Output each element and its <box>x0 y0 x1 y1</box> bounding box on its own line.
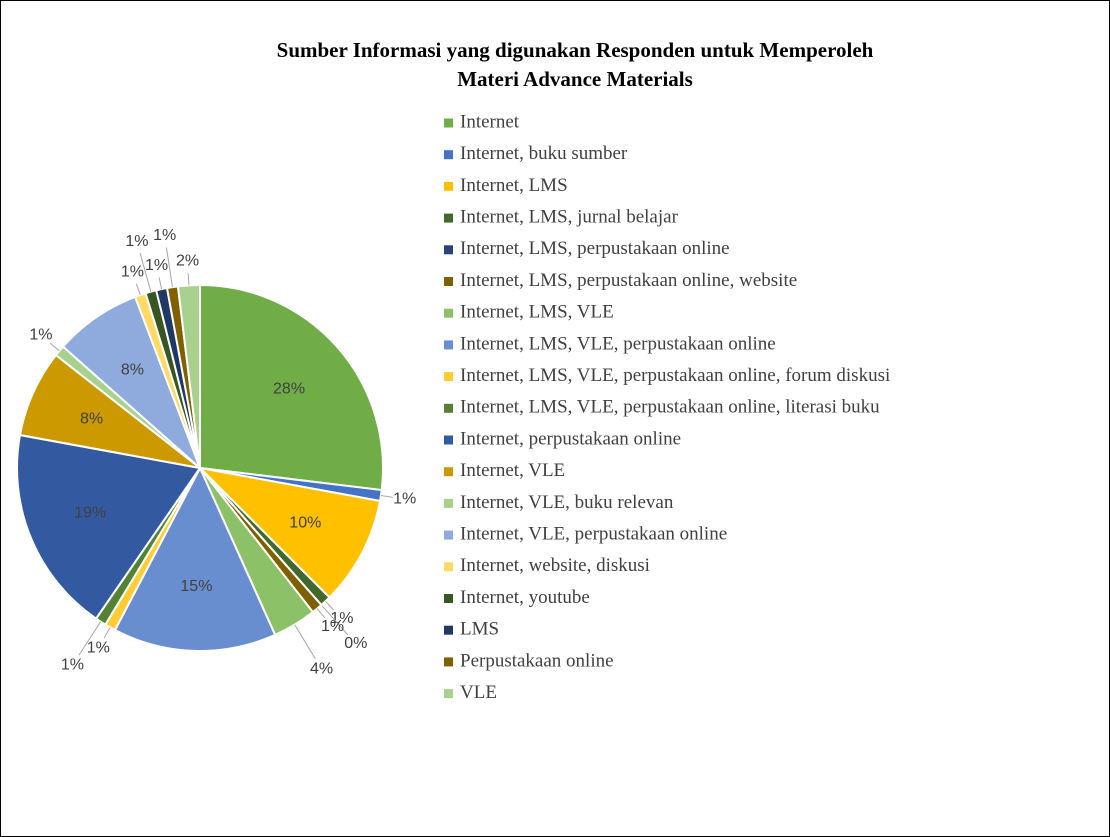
leader-line <box>187 273 190 286</box>
legend-label: Internet, LMS <box>460 175 568 196</box>
leader-line <box>78 621 102 656</box>
legend-label: Internet, buku sumber <box>460 143 628 164</box>
legend-label: Internet, LMS, perpustakaan online, webs… <box>460 270 797 291</box>
data-label: 8% <box>80 410 103 427</box>
data-label: 1% <box>153 227 176 244</box>
leader-line <box>135 283 141 296</box>
data-label: 1% <box>330 610 353 627</box>
legend-swatch <box>444 308 453 318</box>
leader-line <box>380 495 393 498</box>
data-label: 19% <box>74 505 106 522</box>
legend-swatch <box>444 245 453 255</box>
legend-swatch <box>444 562 453 572</box>
legend-label: Internet, VLE <box>460 460 565 481</box>
data-label: 0% <box>344 635 367 652</box>
legend-swatch <box>444 340 453 350</box>
legend-label: Internet, VLE, perpustakaan online <box>460 523 727 544</box>
legend-label: Internet, LMS, jurnal belajar <box>460 206 679 227</box>
legend-swatch <box>444 530 453 540</box>
legend-label: Internet, LMS, VLE, perpustakaan online,… <box>460 397 880 418</box>
pie-slice <box>199 283 384 492</box>
legend-swatch <box>444 498 453 508</box>
data-label: 1% <box>29 327 52 344</box>
data-label: 15% <box>180 578 212 595</box>
leader-line <box>139 253 152 292</box>
legend-label: Internet <box>460 111 520 132</box>
pie: 28%1%10%1%0%1%4%15%1%1%19%8%1%8%1%1%1%1%… <box>16 227 416 677</box>
legend: Internet Internet, buku sumber Internet, L… <box>444 111 890 703</box>
leader-line <box>158 277 163 290</box>
pie-slice <box>113 465 277 652</box>
legend-label: Internet, youtube <box>460 587 590 608</box>
data-label: 1% <box>125 233 148 250</box>
legend-swatch <box>444 277 453 286</box>
data-label: 4% <box>310 660 333 677</box>
data-label: 2% <box>176 253 199 270</box>
data-label: 1% <box>121 264 144 281</box>
legend-swatch <box>444 118 453 128</box>
leader-line <box>325 600 335 611</box>
leader-line <box>103 627 111 639</box>
data-label: 1% <box>393 490 416 507</box>
legend-swatch <box>444 625 453 635</box>
legend-label: LMS <box>460 619 499 640</box>
legend-label: Internet, LMS, perpustakaan online <box>460 238 730 259</box>
legend-label: Internet, LMS, VLE <box>460 302 614 323</box>
legend-swatch <box>444 150 453 160</box>
leader-line <box>165 247 173 288</box>
legend-swatch <box>444 435 453 445</box>
legend-swatch <box>444 467 453 477</box>
legend-label: VLE <box>460 682 497 703</box>
leader-line <box>294 624 316 660</box>
pie-slice <box>16 433 202 620</box>
legend-label: Internet, website, diskusi <box>460 555 650 576</box>
data-label: 1% <box>87 640 110 657</box>
leader-line <box>49 342 60 352</box>
pie-slice <box>197 466 382 599</box>
legend-swatch <box>444 657 453 667</box>
legend-swatch <box>444 594 453 603</box>
legend-swatch <box>444 689 453 699</box>
legend-label: Internet, perpustakaan online <box>460 428 681 449</box>
legend-label: Internet, LMS, VLE, perpustakaan online <box>460 333 776 354</box>
data-label: 28% <box>273 380 305 397</box>
legend-label: Internet, LMS, VLE, perpustakaan online,… <box>460 365 890 386</box>
legend-swatch <box>444 181 453 191</box>
data-label: 1% <box>321 618 344 635</box>
data-label: 8% <box>121 361 144 378</box>
chart-title: Sumber Informasi yang digunakan Responde… <box>277 38 874 91</box>
legend-swatch <box>444 213 453 223</box>
leader-line <box>316 608 326 619</box>
legend-label: Perpustakaan online <box>460 650 614 671</box>
data-label: 10% <box>289 514 321 531</box>
data-label: 1% <box>145 257 168 274</box>
legend-swatch <box>444 372 453 382</box>
legend-label: Internet, VLE, buku relevan <box>460 492 674 513</box>
leader-line <box>320 604 349 636</box>
data-label: 1% <box>61 657 84 674</box>
legend-swatch <box>444 403 453 413</box>
